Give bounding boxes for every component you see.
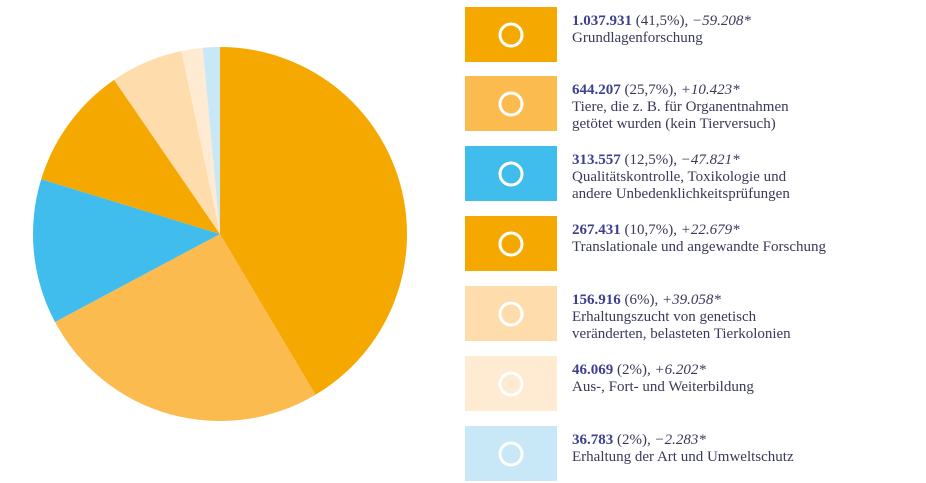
legend-label: Erhaltung der Art und Umweltschutz xyxy=(572,449,794,465)
legend-icon-box xyxy=(465,216,557,271)
percent-label: (2%), xyxy=(617,432,651,448)
legend-icon-box xyxy=(465,356,557,411)
legend-label: Erhaltungszucht von genetisch veränderte… xyxy=(572,309,791,342)
icon-shape xyxy=(498,301,524,327)
pie-slice xyxy=(41,79,221,234)
icon-shape xyxy=(498,441,524,467)
value-label: 267.431 xyxy=(572,222,621,238)
legend-icon xyxy=(498,371,524,397)
legend-icon xyxy=(498,301,524,327)
legend-label: Grundlagenforschung xyxy=(572,30,703,46)
value-label: 156.916 xyxy=(572,292,621,308)
legend-icon xyxy=(498,91,524,117)
legend-text: 1.037.931 (41,5%), −59.208* Grundlagenfor… xyxy=(572,13,922,47)
change-label: −2.283* xyxy=(654,432,706,448)
change-label: −47.821* xyxy=(680,152,740,168)
change-label: +6.202* xyxy=(654,362,706,378)
percent-label: (12,5%), xyxy=(624,152,678,168)
value-label: 313.557 xyxy=(572,152,621,168)
pie-slice xyxy=(220,47,407,395)
legend-icon xyxy=(498,161,524,187)
icon-shape xyxy=(498,371,524,397)
legend-label: Tiere, die z. B. für Organentnahmen getö… xyxy=(572,99,789,132)
change-label: +22.679* xyxy=(680,222,740,238)
change-label: −59.208* xyxy=(692,13,751,29)
legend-text: 644.207 (25,7%), +10.423* Tiere, die z. B… xyxy=(572,82,922,133)
legend-text: 313.557 (12,5%), −47.821* Qualitätskontro… xyxy=(572,152,922,203)
legend-icon-box xyxy=(465,7,557,62)
legend-label: Translationale und angewandte Forschung xyxy=(572,239,826,255)
change-label: +10.423* xyxy=(680,82,740,98)
percent-label: (10,7%), xyxy=(624,222,678,238)
legend-text: 156.916 (6%), +39.058* Erhaltungszucht vo… xyxy=(572,292,922,343)
pie-slice xyxy=(202,47,220,234)
pie-slice xyxy=(33,179,221,322)
legend-icon xyxy=(498,22,524,48)
percent-label: (2%), xyxy=(617,362,651,378)
percent-label: (25,7%), xyxy=(624,82,678,98)
value-label: 644.207 xyxy=(572,82,621,98)
legend-icon-box xyxy=(465,286,557,341)
icon-shape xyxy=(498,22,524,48)
pie-slice xyxy=(54,234,316,422)
percent-label: (6%), xyxy=(624,292,659,308)
value-label: 1.037.931 xyxy=(572,13,632,29)
legend-icon xyxy=(498,231,524,257)
legend-text: 46.069 (2%), +6.202* Aus-, Fort- und Weit… xyxy=(572,362,922,396)
value-label: 36.783 xyxy=(572,432,614,448)
legend-label: Qualitätskontrolle, Toxikologie und ande… xyxy=(572,169,790,202)
legend-icon-box xyxy=(465,146,557,201)
icon-shape xyxy=(498,91,524,117)
legend-text: 36.783 (2%), −2.283* Erhaltung der Art un… xyxy=(572,432,922,466)
pie-slice xyxy=(114,51,220,234)
percent-label: (41,5%), xyxy=(635,13,689,29)
pie-slice xyxy=(181,47,220,234)
legend-icon-box xyxy=(465,76,557,131)
legend-icon-box xyxy=(465,426,557,481)
change-label: +39.058* xyxy=(662,292,721,308)
value-label: 46.069 xyxy=(572,362,614,378)
icon-shape xyxy=(498,161,524,187)
legend-label: Aus-, Fort- und Weiterbildung xyxy=(572,379,754,395)
icon-shape xyxy=(498,231,524,257)
legend-text: 267.431 (10,7%), +22.679* Translationale … xyxy=(572,222,922,256)
legend-icon xyxy=(498,441,524,467)
chart xyxy=(33,47,407,422)
